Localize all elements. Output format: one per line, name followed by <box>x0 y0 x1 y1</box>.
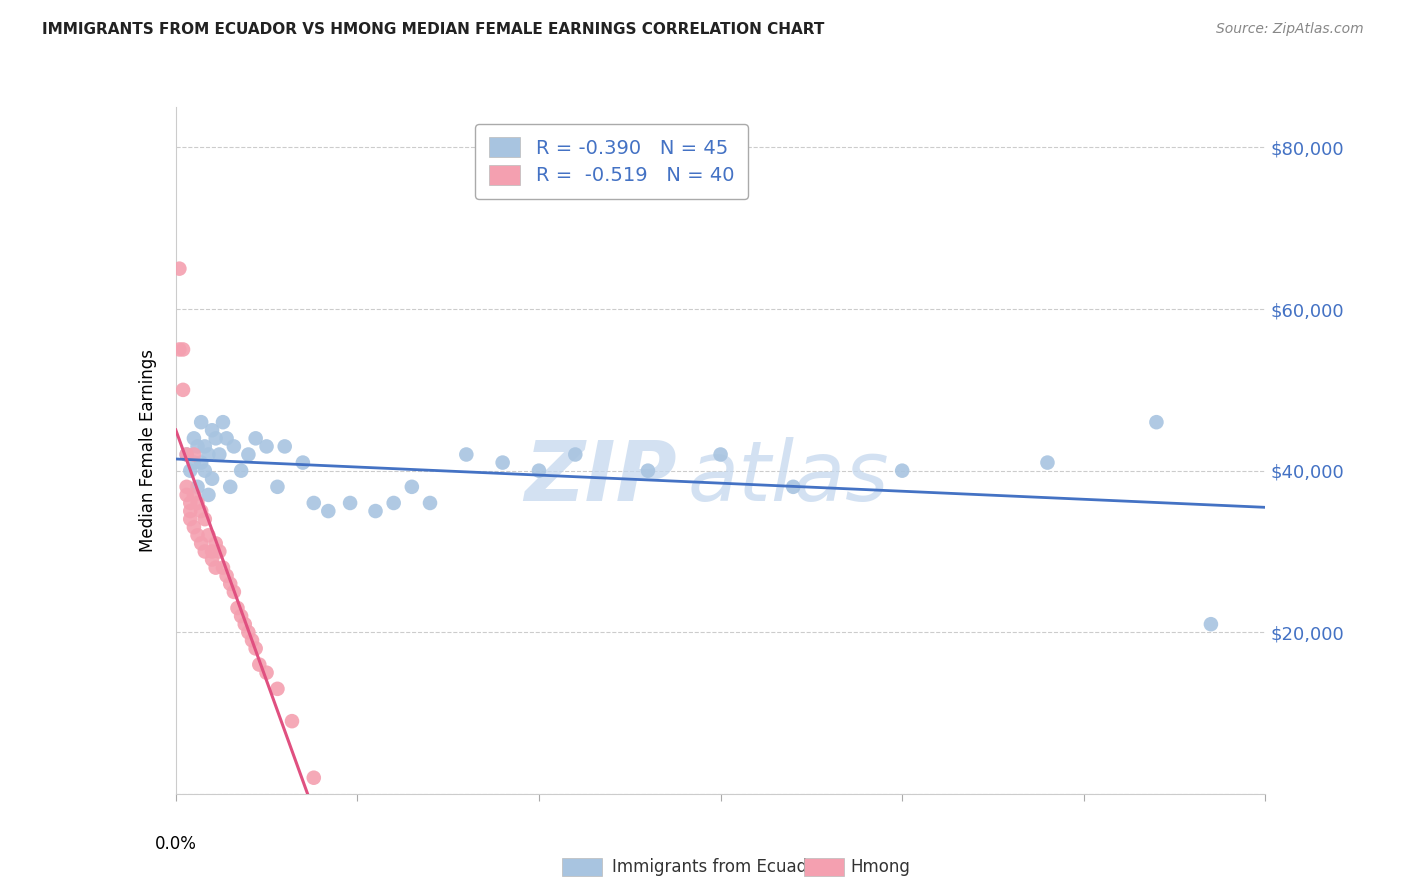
Point <box>172 343 194 357</box>
Point <box>194 512 217 526</box>
Point <box>401 480 423 494</box>
Point <box>194 439 217 453</box>
Point <box>1199 617 1222 632</box>
Text: 0.0%: 0.0% <box>155 835 197 853</box>
Point <box>215 431 238 445</box>
Point <box>382 496 405 510</box>
Point <box>318 504 340 518</box>
Point <box>197 448 219 462</box>
Point <box>201 552 224 566</box>
Point <box>186 528 209 542</box>
Point <box>169 343 191 357</box>
Point <box>231 464 253 478</box>
Point <box>222 439 245 453</box>
Point <box>782 480 804 494</box>
Point <box>891 464 914 478</box>
Point <box>190 456 212 470</box>
Point <box>339 496 361 510</box>
Point <box>197 488 219 502</box>
Point <box>194 464 217 478</box>
Point <box>266 681 288 696</box>
Point <box>176 488 198 502</box>
Point <box>179 504 201 518</box>
Point <box>190 536 212 550</box>
Point <box>256 439 278 453</box>
Point <box>194 544 217 558</box>
Point <box>183 488 205 502</box>
Point <box>183 456 205 470</box>
Point <box>172 383 194 397</box>
Point <box>233 617 256 632</box>
Point <box>245 641 267 656</box>
Point <box>201 544 224 558</box>
Point <box>176 448 198 462</box>
Point <box>176 480 198 494</box>
Text: Source: ZipAtlas.com: Source: ZipAtlas.com <box>1216 22 1364 37</box>
Point <box>240 633 263 648</box>
Point <box>231 609 253 624</box>
Point <box>212 560 235 574</box>
Point <box>274 439 297 453</box>
Legend: R = -0.390   N = 45, R =  -0.519   N = 40: R = -0.390 N = 45, R = -0.519 N = 40 <box>475 124 748 199</box>
Point <box>302 496 325 510</box>
Point <box>208 544 231 558</box>
Point <box>419 496 441 510</box>
Point <box>183 520 205 534</box>
Point <box>169 261 191 276</box>
Point <box>201 423 224 437</box>
Point <box>302 771 325 785</box>
Point <box>492 456 515 470</box>
Point <box>238 625 260 640</box>
Point <box>215 568 238 582</box>
Point <box>204 431 226 445</box>
Point <box>219 576 242 591</box>
Text: Hmong: Hmong <box>851 858 911 876</box>
Point <box>1146 415 1168 429</box>
Point <box>176 448 198 462</box>
Point <box>212 415 235 429</box>
Point <box>179 496 201 510</box>
Point <box>179 512 201 526</box>
Point <box>256 665 278 680</box>
Y-axis label: Median Female Earnings: Median Female Earnings <box>139 349 157 552</box>
Point <box>266 480 288 494</box>
Point <box>190 504 212 518</box>
Point <box>183 448 205 462</box>
Text: ZIP: ZIP <box>524 437 678 518</box>
Point <box>291 456 314 470</box>
Point <box>364 504 387 518</box>
Point <box>226 601 249 615</box>
Point <box>637 464 659 478</box>
Point <box>564 448 586 462</box>
Point <box>247 657 270 672</box>
Point <box>186 496 209 510</box>
Point <box>208 448 231 462</box>
Text: IMMIGRANTS FROM ECUADOR VS HMONG MEDIAN FEMALE EARNINGS CORRELATION CHART: IMMIGRANTS FROM ECUADOR VS HMONG MEDIAN … <box>42 22 824 37</box>
Point <box>204 560 226 574</box>
Point <box>204 536 226 550</box>
Point <box>197 528 219 542</box>
Point <box>179 464 201 478</box>
Point <box>456 448 478 462</box>
Point <box>186 439 209 453</box>
Point <box>238 448 260 462</box>
Point <box>190 415 212 429</box>
Point <box>183 431 205 445</box>
Point <box>710 448 733 462</box>
Point <box>201 472 224 486</box>
Point <box>281 714 304 728</box>
Point <box>527 464 550 478</box>
Text: Immigrants from Ecuador: Immigrants from Ecuador <box>612 858 824 876</box>
Point <box>1036 456 1059 470</box>
Point <box>245 431 267 445</box>
Point <box>222 585 245 599</box>
Point <box>219 480 242 494</box>
Text: atlas: atlas <box>688 437 890 518</box>
Point <box>186 480 209 494</box>
